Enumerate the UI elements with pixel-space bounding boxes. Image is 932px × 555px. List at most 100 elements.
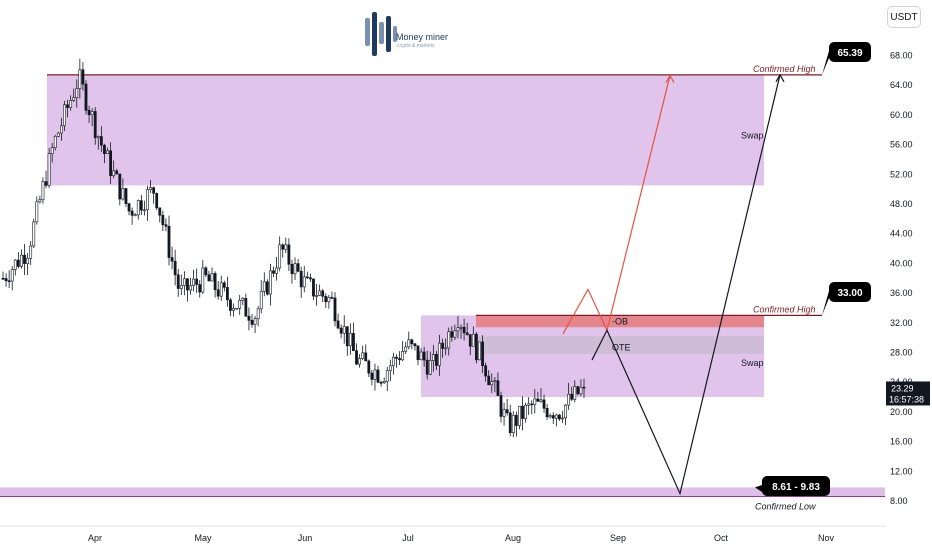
candle — [330, 297, 334, 299]
candle — [475, 333, 478, 361]
candle — [518, 405, 521, 426]
candle — [4, 278, 8, 282]
candle — [551, 415, 555, 419]
callout-low-box — [762, 476, 830, 496]
callout-low-pointer — [755, 485, 762, 492]
projection-path-red[interactable] — [562, 75, 671, 335]
candle — [253, 318, 257, 325]
candle — [318, 290, 322, 296]
candle — [388, 365, 392, 371]
candle — [241, 298, 245, 301]
ob-label: -OB — [612, 316, 628, 326]
candle — [570, 393, 574, 400]
candle — [136, 200, 140, 216]
candle — [401, 351, 405, 361]
candle — [530, 403, 534, 406]
swap-label-top: Swap — [741, 131, 764, 141]
candle — [213, 273, 217, 291]
candle — [235, 307, 239, 310]
candle — [26, 258, 29, 264]
callout-mid: 33.00 — [837, 288, 862, 299]
candle — [84, 83, 88, 111]
candle — [38, 199, 42, 203]
candle — [398, 358, 401, 361]
swap-label-bottom: Swap — [741, 358, 764, 368]
candle — [219, 282, 223, 297]
candle — [72, 97, 76, 101]
candle — [539, 399, 543, 402]
callout-top-pointer — [822, 51, 829, 75]
candle — [195, 278, 199, 285]
candle — [13, 259, 17, 270]
candle — [32, 221, 36, 247]
price-tick-label: 28.00 — [890, 348, 913, 358]
logo-subtext: crypto & markets — [397, 43, 435, 49]
candle — [505, 409, 509, 414]
swap-zone-top[interactable] — [47, 75, 764, 186]
candle — [370, 372, 374, 380]
candle — [373, 369, 377, 380]
order-block-zone[interactable] — [476, 315, 764, 328]
confirmed-high-label-mid: Confirmed High — [753, 304, 816, 314]
candle — [382, 381, 386, 384]
candle — [75, 88, 79, 98]
candle — [124, 188, 128, 205]
candle — [345, 326, 349, 347]
countdown-value: 16:57:38 — [889, 394, 924, 404]
candle — [438, 342, 441, 366]
candle — [293, 263, 297, 275]
candle — [333, 297, 337, 322]
callout-top: 65.39 — [837, 48, 862, 59]
candle — [281, 244, 285, 250]
candle — [189, 285, 192, 291]
candle — [250, 320, 254, 325]
price-tick-label: 36.00 — [890, 288, 913, 298]
candle — [342, 326, 346, 334]
candle — [561, 417, 564, 420]
ote-zone[interactable] — [476, 336, 764, 354]
candle — [198, 284, 202, 293]
confirmed-low-zone[interactable] — [0, 487, 885, 497]
candle — [78, 69, 82, 89]
candle — [90, 111, 94, 116]
candle — [229, 299, 232, 311]
candle — [582, 386, 586, 389]
candle — [176, 274, 180, 289]
last-price-badge[interactable] — [886, 381, 930, 406]
candle — [456, 327, 460, 332]
callout-mid-pointer — [822, 291, 829, 316]
candle — [81, 69, 85, 85]
candle — [265, 281, 269, 295]
candle — [312, 278, 315, 297]
candle — [484, 365, 488, 377]
projection-path-black[interactable] — [591, 74, 781, 496]
price-tick-label: 12.00 — [890, 466, 913, 476]
candle — [413, 343, 417, 347]
currency-button[interactable]: USDT — [887, 6, 921, 28]
candle — [29, 245, 33, 259]
price-tick-label: 60.00 — [890, 110, 913, 120]
candle — [127, 203, 131, 212]
candle — [453, 330, 457, 338]
candle — [579, 386, 583, 395]
candle — [459, 326, 463, 329]
candle — [87, 109, 91, 116]
candle — [139, 200, 143, 211]
candle — [7, 280, 11, 283]
candle — [576, 386, 580, 395]
candle — [244, 298, 248, 317]
candle — [444, 347, 448, 350]
candle — [465, 332, 469, 335]
candle — [441, 342, 444, 349]
candle — [10, 269, 14, 282]
candle — [173, 260, 177, 276]
candle — [567, 393, 571, 406]
candle — [496, 380, 500, 396]
candle — [404, 346, 408, 352]
candle — [290, 263, 294, 275]
candle — [407, 339, 411, 348]
candle — [481, 341, 484, 367]
candle — [167, 225, 171, 258]
